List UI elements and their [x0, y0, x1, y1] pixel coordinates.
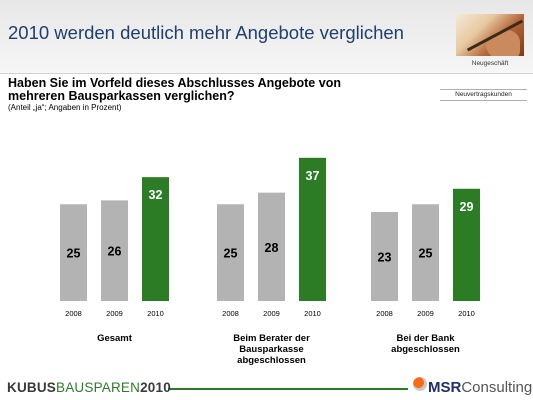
value-label: 37: [306, 169, 320, 183]
x-tick-label: 2008: [65, 309, 82, 318]
value-label: 25: [67, 247, 81, 261]
bar-1-2008: [60, 204, 87, 301]
x-tick-label: 2008: [376, 309, 393, 318]
company-part-2: Consulting: [461, 379, 533, 396]
bar-1-2010: [142, 177, 169, 301]
segment-label: Neuvertragskunden: [440, 89, 527, 101]
bar-3-2008: [371, 211, 398, 301]
group-label: Bausparkasse: [239, 344, 303, 355]
group-label: Bei der Bank: [396, 333, 455, 344]
group-label: Beim Berater der: [233, 333, 310, 344]
x-tick-label: 2009: [263, 309, 280, 318]
value-label: 28: [265, 241, 279, 255]
x-tick-label: 2009: [417, 309, 434, 318]
x-tick-label: 2008: [222, 309, 239, 318]
msr-logo-text: MSRConsulting: [428, 379, 532, 396]
kubus-logo: KUBUSBAUSPAREN2010: [7, 380, 171, 395]
bar-2-2009: [258, 192, 285, 301]
brand-part-3: 2010: [140, 380, 171, 395]
bar-1-2009: [101, 200, 128, 301]
x-tick-label: 2010: [147, 309, 164, 318]
bar-3-2010: [453, 188, 480, 301]
x-tick-label: 2010: [304, 309, 321, 318]
page-title: 2010 werden deutlich mehr Angebote vergl…: [8, 22, 404, 43]
footer-divider: [168, 388, 408, 390]
bar-2-2010: [299, 157, 326, 301]
group-label: abgeschlossen: [391, 344, 460, 355]
value-label: 25: [419, 247, 433, 261]
group-label: abgeschlossen: [237, 355, 306, 366]
brand-part-2: BAUSPAREN: [56, 380, 141, 395]
survey-question: Haben Sie im Vorfeld dieses Abschlusses …: [8, 76, 341, 103]
group-label: Gesamt: [97, 333, 133, 344]
photo-caption: Neugeschäft: [471, 60, 509, 67]
value-label: 23: [378, 250, 392, 264]
value-label: 26: [108, 245, 122, 259]
bar-3-2009: [412, 204, 439, 301]
msr-logo-icon: [413, 377, 427, 391]
company-part-1: MSR: [428, 379, 462, 396]
value-label: 25: [224, 247, 238, 261]
x-tick-label: 2010: [458, 309, 475, 318]
value-label: 29: [460, 200, 474, 214]
x-tick-label: 2009: [106, 309, 123, 318]
value-label: 32: [149, 188, 163, 202]
header-bar: [0, 0, 533, 74]
header-photo: [456, 14, 524, 56]
brand-part-1: KUBUS: [7, 380, 57, 395]
chart-note: (Anteil „ja“; Angaben in Prozent): [8, 103, 122, 112]
bar-2-2008: [217, 204, 244, 301]
